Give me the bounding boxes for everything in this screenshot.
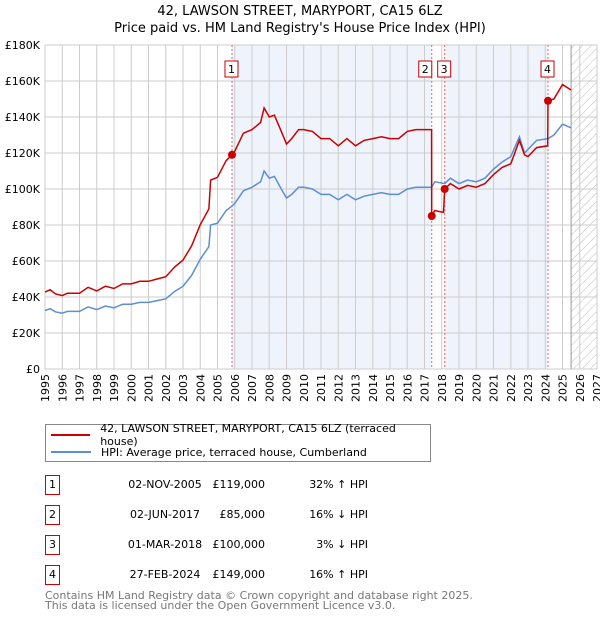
x-tick-label: 2015 — [384, 374, 397, 402]
x-tick-label: 2026 — [574, 374, 587, 402]
x-tick-label: 1996 — [56, 374, 69, 402]
sale-date: 02-JUN-2017 — [129, 508, 201, 521]
x-tick-label: 1995 — [39, 374, 52, 402]
legend-label-property: 42, LAWSON STREET, MARYPORT, CA15 6LZ (t… — [100, 422, 396, 448]
x-tick-label: 2016 — [401, 374, 414, 402]
y-tick-label: £80K — [12, 219, 41, 232]
sale-number: 1 — [45, 475, 60, 495]
legend-swatch-hpi — [51, 451, 91, 453]
sale-label-box — [437, 60, 452, 78]
x-tick-label: 2009 — [281, 374, 294, 402]
sale-date: 02-NOV-2005 — [128, 478, 202, 491]
sale-label-4: 4 — [540, 60, 555, 78]
sale-price: £149,000 — [212, 568, 266, 581]
y-tick-label: £60K — [12, 255, 41, 268]
x-tick-label: 2004 — [194, 374, 207, 402]
x-tick-label: 2012 — [332, 374, 345, 402]
x-tick-label: 2010 — [298, 374, 311, 402]
sale-row: 1 02-NOV-2005 £119,000 32% ↑ HPI — [45, 475, 445, 495]
legend-label-hpi: HPI: Average price, terraced house, Cumb… — [101, 445, 367, 459]
y-tick-label: £20K — [12, 327, 41, 340]
x-tick-label: 2007 — [246, 374, 259, 402]
x-tick-label: 1998 — [91, 374, 104, 402]
sale-price: £85,000 — [219, 508, 266, 521]
x-tick-label: 2019 — [453, 374, 466, 402]
x-tick-label: 2008 — [263, 374, 276, 402]
x-tick-label: 2001 — [143, 374, 156, 402]
sale-label-text: 4 — [544, 63, 551, 76]
series-line-hpi — [44, 123, 572, 314]
x-tick-label: 2024 — [539, 374, 552, 402]
y-tick-label: £100K — [5, 183, 41, 196]
x-tick-label: 1997 — [74, 374, 87, 402]
sale-label-box — [418, 60, 433, 78]
x-tick-label: 2023 — [522, 374, 535, 402]
price-chart: 1995 1996 1997 1998 1999 2000 2001 2002 2003 2004… — [5, 39, 600, 402]
series-line-property — [44, 83, 572, 297]
sale-hpi-diff: 32% ↑ HPI — [309, 478, 368, 491]
x-tick-label: 2018 — [436, 374, 449, 402]
y-tick-label: £120K — [5, 147, 41, 160]
chart-title: 42, LAWSON STREET, MARYPORT, CA15 6LZ — [157, 4, 443, 19]
sale-hpi-diff: 3% ↓ HPI — [316, 538, 368, 551]
y-tick-label: £160K — [5, 75, 41, 88]
sale-hpi-diff: 16% ↑ HPI — [309, 568, 368, 581]
x-tick-label: 2011 — [315, 374, 328, 402]
y-tick-label: £140K — [5, 111, 41, 124]
footer-licence: This data is licensed under the Open Gov… — [45, 599, 396, 612]
sale-label-2: 2 — [418, 60, 433, 78]
x-tick-label: 2013 — [350, 374, 363, 402]
legend-item-hpi: HPI: Average price, terraced house, Cumb… — [46, 444, 367, 460]
sale-hpi-diff: 16% ↓ HPI — [309, 508, 368, 521]
sale-label-1: 1 — [224, 60, 239, 78]
sale-number: 3 — [45, 535, 60, 555]
x-tick-label: 2017 — [419, 374, 432, 402]
forecast-hatch — [571, 45, 597, 369]
y-tick-label: £0 — [26, 363, 40, 376]
y-tick-label: £180K — [5, 39, 41, 52]
x-tick-label: 2020 — [470, 374, 483, 402]
x-tick-label: 1999 — [108, 374, 121, 402]
x-tick-label: 2006 — [229, 374, 242, 402]
sale-date: 01-MAR-2018 — [127, 538, 203, 551]
shaded-period — [444, 45, 549, 369]
shaded-period — [231, 45, 432, 369]
sale-point — [544, 96, 553, 105]
x-tick-label: 2000 — [125, 374, 138, 402]
x-tick-label: 2022 — [505, 374, 518, 402]
x-tick-label: 2021 — [488, 374, 501, 402]
sale-row: 2 02-JUN-2017 £85,000 16% ↓ HPI — [45, 505, 445, 525]
legend-swatch-property — [51, 434, 91, 436]
x-tick-label: 2002 — [160, 374, 173, 402]
x-tick-label: 2025 — [557, 374, 570, 402]
sale-label-box — [540, 60, 555, 78]
x-tick-label: 2027 — [591, 374, 600, 402]
sale-label-text: 2 — [422, 63, 429, 76]
footer-copyright: Contains HM Land Registry data © Crown c… — [45, 589, 473, 602]
sale-point — [427, 212, 436, 220]
legend: 42, LAWSON STREET, MARYPORT, CA15 6LZ (t… — [45, 422, 431, 462]
sale-point — [227, 150, 236, 159]
sale-label-text: 3 — [441, 63, 448, 76]
y-tick-label: £40K — [12, 291, 41, 304]
sale-label-3: 3 — [437, 60, 452, 78]
sale-price: £119,000 — [212, 478, 266, 491]
sale-row: 3 01-MAR-2018 £100,000 3% ↓ HPI — [45, 535, 445, 555]
legend-item-property: 42, LAWSON STREET, MARYPORT, CA15 6LZ (t… — [46, 422, 430, 448]
sale-point — [440, 185, 449, 193]
chart-subtitle: Price paid vs. HM Land Registry's House … — [114, 21, 486, 36]
sale-number: 4 — [45, 565, 60, 585]
sale-row: 4 27-FEB-2024 £149,000 16% ↑ HPI — [45, 565, 445, 585]
sale-number: 2 — [45, 505, 60, 525]
sale-date: 27-FEB-2024 — [129, 568, 201, 581]
x-tick-label: 2005 — [212, 374, 225, 402]
x-tick-label: 2014 — [367, 374, 380, 402]
sale-label-box — [224, 60, 239, 78]
sale-label-text: 1 — [228, 63, 235, 76]
x-tick-label: 2003 — [177, 374, 190, 402]
sale-price: £100,000 — [212, 538, 266, 551]
